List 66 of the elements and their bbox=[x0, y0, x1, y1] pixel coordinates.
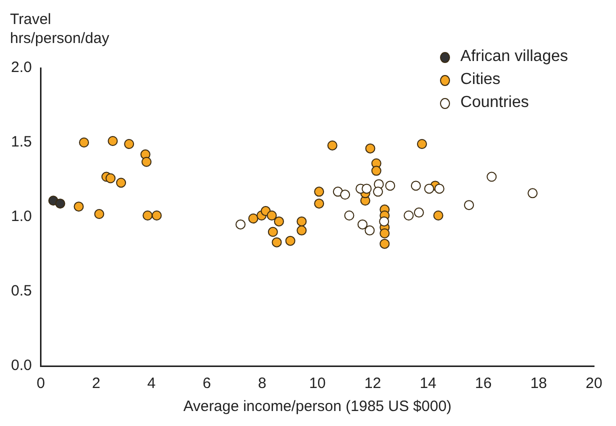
point bbox=[528, 188, 538, 198]
point bbox=[340, 190, 350, 200]
point bbox=[358, 219, 368, 230]
point bbox=[486, 172, 497, 182]
point bbox=[142, 210, 153, 221]
point bbox=[365, 143, 376, 154]
point bbox=[371, 166, 382, 176]
x-tick-label: 16 bbox=[475, 375, 492, 392]
point bbox=[379, 216, 390, 226]
point bbox=[344, 210, 354, 221]
y-tick-label: 1.0 bbox=[10, 208, 32, 226]
point bbox=[268, 226, 278, 237]
legend-label: Countries bbox=[460, 94, 529, 112]
point bbox=[142, 156, 152, 167]
point bbox=[380, 238, 390, 249]
point bbox=[296, 216, 307, 226]
point bbox=[433, 210, 444, 221]
point bbox=[116, 178, 126, 188]
point bbox=[55, 198, 66, 209]
point bbox=[380, 228, 390, 238]
y-tick-label: 1.5 bbox=[10, 134, 32, 151]
point bbox=[434, 184, 444, 194]
point bbox=[79, 138, 89, 148]
x-tick-label: 0 bbox=[36, 375, 46, 392]
point bbox=[152, 210, 162, 221]
x-tick-label: 10 bbox=[309, 375, 326, 392]
x-tick-label: 2 bbox=[92, 375, 100, 392]
x-tick-label: 14 bbox=[420, 375, 436, 392]
x-tick-label: 4 bbox=[147, 375, 156, 392]
point bbox=[327, 140, 338, 150]
legend-label: African villages bbox=[460, 48, 568, 66]
point bbox=[74, 202, 84, 212]
point bbox=[106, 173, 116, 184]
point bbox=[410, 180, 421, 191]
x-tick-label: 18 bbox=[530, 375, 548, 392]
point bbox=[296, 225, 307, 236]
point bbox=[362, 184, 372, 194]
y-tick-label: 0.5 bbox=[10, 282, 32, 300]
x-tick-label: 8 bbox=[258, 375, 266, 392]
point bbox=[274, 216, 284, 226]
point bbox=[385, 180, 396, 191]
point bbox=[464, 200, 474, 210]
point bbox=[236, 219, 246, 230]
point bbox=[424, 184, 434, 194]
x-tick-label: 6 bbox=[202, 375, 211, 392]
point bbox=[314, 186, 324, 197]
y-axis-title: Travel hrs/person/day bbox=[10, 10, 110, 48]
x-tick-label: 20 bbox=[586, 375, 602, 392]
point bbox=[414, 208, 424, 218]
point bbox=[266, 210, 277, 221]
y-tick-label: 0.0 bbox=[10, 357, 32, 374]
x-tick-label: 12 bbox=[364, 375, 382, 392]
point bbox=[248, 213, 258, 224]
point bbox=[372, 186, 383, 197]
point bbox=[272, 237, 282, 248]
point bbox=[416, 138, 427, 149]
point bbox=[94, 209, 104, 220]
point bbox=[285, 236, 296, 246]
point bbox=[314, 198, 324, 209]
legend-label: Cities bbox=[460, 71, 500, 89]
point bbox=[108, 136, 118, 146]
y-tick-label: 2.0 bbox=[10, 59, 32, 76]
point bbox=[124, 138, 134, 149]
x-axis-title: Average income/person (1985 US $000) bbox=[183, 398, 452, 416]
point bbox=[364, 225, 375, 236]
point bbox=[404, 210, 414, 221]
